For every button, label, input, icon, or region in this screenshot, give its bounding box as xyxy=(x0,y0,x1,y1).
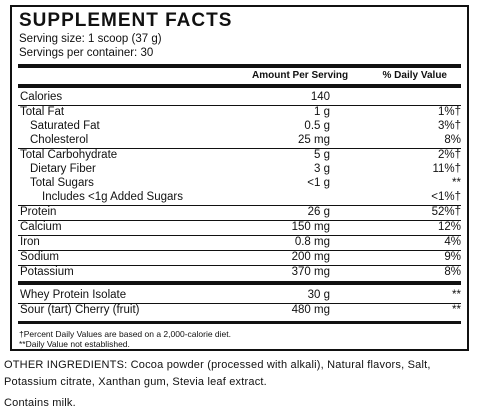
nutrient-name: Calories xyxy=(20,91,63,103)
nutrient-name: Potassium xyxy=(20,266,74,278)
thick-rule-top xyxy=(18,64,461,68)
nutrient-amount: 0.8 mg xyxy=(294,236,330,248)
nutrient-row-added-sugars: Includes <1g Added Sugars <1%† xyxy=(18,190,461,206)
nutrient-amount: 370 mg xyxy=(291,266,330,278)
nutrient-row-calcium: Calcium 150 mg 12% xyxy=(18,220,461,236)
serving-size: Serving size: 1 scoop (37 g) xyxy=(19,33,162,45)
nutrient-row-dietary-fiber: Dietary Fiber 3 g 11%† xyxy=(18,162,461,177)
nutrient-row-sodium: Sodium 200 mg 9% xyxy=(18,250,461,266)
nutrient-amount: 1 g xyxy=(314,106,330,118)
nutrient-row-cholesterol: Cholesterol 25 mg 8% xyxy=(18,133,461,149)
nutrient-row-calories: Calories 140 xyxy=(18,90,461,106)
nutrient-amount: 26 g xyxy=(307,206,330,218)
ingredient-dv: ** xyxy=(452,289,461,301)
ingredient-row-whey: Whey Protein Isolate 30 g ** xyxy=(18,288,461,304)
servings-per-container: Servings per container: 30 xyxy=(19,47,154,59)
thick-rule-middle xyxy=(18,281,461,285)
nutrient-row-total-carbohydrate: Total Carbohydrate 5 g 2%† xyxy=(18,148,461,163)
supplement-facts-panel: SUPPLEMENT FACTS Serving size: 1 scoop (… xyxy=(10,5,469,351)
nutrient-name: Cholesterol xyxy=(30,134,89,146)
nutrient-name: Total Fat xyxy=(20,106,65,118)
nutrient-row-potassium: Potassium 370 mg 8% xyxy=(18,265,461,280)
footnote-not-established: **Daily Value not established. xyxy=(19,339,130,349)
nutrient-name: Sodium xyxy=(20,251,59,263)
ingredient-amount: 480 mg xyxy=(291,304,330,316)
ingredient-name: Whey Protein Isolate xyxy=(20,289,127,301)
nutrient-dv: 2%† xyxy=(437,149,461,161)
thick-rule-bottom xyxy=(18,321,461,324)
nutrient-row-saturated-fat: Saturated Fat 0.5 g 3%† xyxy=(18,119,461,134)
nutrient-amount: 140 xyxy=(310,91,330,103)
nutrient-amount: 25 mg xyxy=(298,134,330,146)
nutrient-dv: 11%† xyxy=(432,163,461,175)
ingredient-amount: 30 g xyxy=(307,289,330,301)
nutrient-row-protein: Protein 26 g 52%† xyxy=(18,205,461,221)
nutrient-name: Total Carbohydrate xyxy=(20,149,118,161)
nutrient-name: Includes <1g Added Sugars xyxy=(42,191,183,203)
nutrient-dv: 1%† xyxy=(437,106,461,118)
nutrient-dv: 3%† xyxy=(437,120,461,132)
daily-value-header: % Daily Value xyxy=(382,70,447,81)
ingredient-row-cherry: Sour (tart) Cherry (fruit) 480 mg ** xyxy=(18,303,461,318)
thick-rule-header xyxy=(18,84,461,88)
nutrient-name: Iron xyxy=(20,236,40,248)
nutrient-dv: 8% xyxy=(444,134,461,146)
nutrient-amount: 5 g xyxy=(314,149,330,161)
other-ingredients-line-2: Potassium citrate, Xanthan gum, Stevia l… xyxy=(4,376,267,388)
nutrient-dv: <1%† xyxy=(431,191,461,203)
nutrient-name: Protein xyxy=(20,206,57,218)
nutrient-name: Dietary Fiber xyxy=(30,163,96,175)
amount-header: Amount Per Serving xyxy=(252,70,349,81)
nutrient-amount: <1 g xyxy=(307,177,330,189)
panel-title: SUPPLEMENT FACTS xyxy=(19,10,233,31)
nutrient-dv: ** xyxy=(452,177,461,189)
nutrient-amount: 200 mg xyxy=(291,251,330,263)
other-ingredients-line-1: OTHER INGREDIENTS: Cocoa powder (process… xyxy=(4,359,431,371)
nutrient-name: Saturated Fat xyxy=(30,120,100,132)
nutrient-row-total-fat: Total Fat 1 g 1%† xyxy=(18,105,461,120)
nutrient-amount: 0.5 g xyxy=(304,120,330,132)
nutrient-amount: 150 mg xyxy=(291,221,330,233)
nutrient-row-iron: Iron 0.8 mg 4% xyxy=(18,235,461,251)
nutrient-row-total-sugars: Total Sugars <1 g ** xyxy=(18,176,461,191)
allergen-statement: Contains milk. xyxy=(4,397,76,409)
nutrient-dv: 8% xyxy=(444,266,461,278)
nutrient-name: Total Sugars xyxy=(30,177,94,189)
nutrient-dv: 52%† xyxy=(431,206,461,218)
nutrient-dv: 9% xyxy=(444,251,461,263)
ingredient-dv: ** xyxy=(452,304,461,316)
footnote-percent-dv: †Percent Daily Values are based on a 2,0… xyxy=(19,329,231,339)
nutrient-dv: 12% xyxy=(437,221,461,233)
nutrient-dv: 4% xyxy=(444,236,461,248)
ingredient-name: Sour (tart) Cherry (fruit) xyxy=(20,304,140,316)
nutrient-name: Calcium xyxy=(20,221,62,233)
nutrient-amount: 3 g xyxy=(314,163,330,175)
